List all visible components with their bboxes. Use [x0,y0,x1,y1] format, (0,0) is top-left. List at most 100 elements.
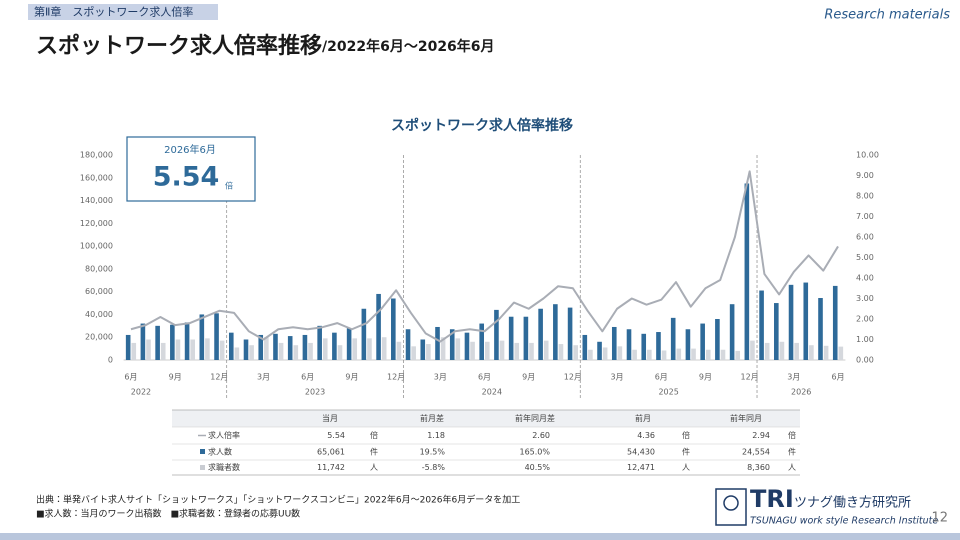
bar [293,345,299,360]
x-tick-label: 6月 [124,373,137,382]
bar [140,323,146,360]
bar [317,325,322,360]
bar [794,342,799,360]
bar [219,340,225,360]
bar [258,334,264,360]
bar [170,324,175,360]
x-tick-label: 9月 [699,373,712,382]
chapter-tag: 第Ⅱ章 スポットワーク求人倍率 [34,5,193,19]
table-cell: 人 [788,463,796,472]
bar [160,342,166,360]
table-cell: 件 [788,447,796,457]
legend-bar-symbol [200,449,205,454]
chart-title: スポットワーク求人倍率推移 [391,117,573,134]
bar [479,323,484,360]
table-cell: 19.5% [420,448,446,457]
bar [411,346,416,360]
bar [464,332,470,360]
table-cell: 倍 [788,430,796,440]
y-tick-label: 120,000 [80,219,113,228]
bar [455,338,461,360]
table-header: 当月 [322,413,338,423]
year-label: 2026 [791,388,811,397]
bar [529,342,534,360]
table-cell: 2.60 [532,431,550,440]
y2-tick-label: 3.00 [856,294,874,303]
x-tick-label: 3月 [257,373,270,382]
bar [367,338,372,360]
table-header: 前年同月差 [515,413,555,423]
bar [499,340,505,360]
bar [764,342,770,360]
bar [361,308,367,360]
x-tick-label: 12月 [387,373,405,382]
page-number: 12 [931,511,948,526]
bar [302,334,308,360]
y2-tick-label: 10.00 [856,151,879,160]
x-tick-label: 12月 [741,373,759,382]
x-tick-label: 12月 [564,373,582,382]
x-tick-label: 9月 [522,373,535,382]
bar [582,334,588,360]
year-label: 2024 [482,388,502,397]
table-cell: 24,554 [742,448,770,457]
y2-tick-label: 7.00 [856,212,874,221]
bar [508,316,514,360]
bar [308,342,313,360]
bar [523,316,529,360]
bar [838,346,844,360]
bar [788,284,794,360]
bar [597,341,602,360]
bar [641,333,647,360]
bar [278,342,284,360]
bar [391,298,396,360]
x-tick-label: 6月 [655,373,668,382]
bar [573,345,578,360]
y-tick-label: 20,000 [85,333,113,342]
table-cell: 40.5% [525,463,551,472]
bar [146,339,151,360]
y2-tick-label: 8.00 [856,192,874,201]
table-row-label: 求人倍率 [208,430,240,440]
y-tick-label: 180,000 [80,151,113,160]
bar [514,342,520,360]
table-cell: 8,360 [747,463,770,472]
bar [228,332,234,360]
bar [602,347,608,360]
bar [553,304,558,360]
y2-tick-label: 6.00 [856,233,874,242]
bar [779,341,785,360]
ratio-line [130,170,839,343]
table-cell: 件 [682,447,690,457]
plot-area: 0 20,000 40,000 60,000 80,000 100,000 120,000 1… [80,151,879,398]
table-cell: 4.36 [637,431,655,440]
bar [676,348,682,360]
table-cell: -5.8% [422,463,446,472]
y2-tick-label: 5.00 [856,253,874,262]
table-cell: 165.0% [519,448,550,457]
bar [700,323,705,360]
logo-mark: TRI [750,485,794,513]
bar [125,334,131,360]
table-cell: 1.18 [427,431,445,440]
bar [538,308,543,360]
bar [440,337,446,360]
bar [273,333,278,360]
y-tick-label: 100,000 [80,242,113,251]
logo-english: TSUNAGU work style Research Institute [750,516,938,527]
year-label: 2025 [658,388,678,397]
y-tick-label: 0 [108,356,113,365]
bar [346,328,352,360]
x-tick-label: 9月 [169,373,182,382]
bar [175,339,181,360]
year-label: 2023 [305,388,325,397]
bar [420,339,426,360]
bar [617,346,623,360]
bar [405,329,411,360]
bar [190,339,195,360]
bar [632,349,637,360]
bar [558,344,564,360]
table-cell: 件 [370,447,378,457]
